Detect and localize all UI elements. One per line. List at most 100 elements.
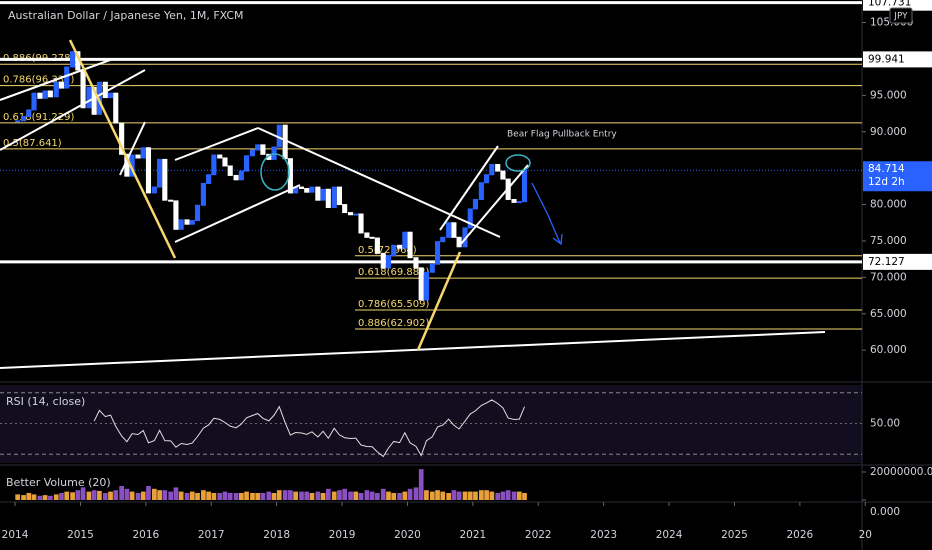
candle (369, 236, 375, 239)
support-line (0, 331, 826, 369)
volume-bar (397, 493, 402, 500)
candle (407, 231, 413, 259)
candle (255, 144, 261, 151)
candle (364, 232, 370, 238)
candle (217, 154, 223, 159)
volume-bar (353, 491, 359, 500)
candle (58, 81, 65, 89)
candle (434, 241, 441, 265)
trend-line (0, 69, 146, 151)
volume-bar (211, 493, 217, 500)
rsi-title: RSI (14, close) (6, 395, 85, 408)
candle (397, 244, 403, 249)
candle (325, 188, 331, 208)
candle (489, 164, 495, 176)
arrow (531, 182, 563, 246)
candle (145, 147, 152, 194)
volume-bar (402, 491, 408, 500)
x-tick-label: 2018 (263, 529, 290, 541)
volume-bar (288, 490, 293, 500)
volume-bar (462, 491, 468, 500)
volume-bar (119, 486, 125, 500)
volume-bar (227, 493, 233, 500)
candle (521, 169, 528, 203)
candle (451, 222, 457, 238)
volume-bar (168, 491, 174, 500)
candle (260, 144, 266, 155)
candle (380, 252, 386, 269)
volume-bar (342, 488, 348, 500)
volume-bar (304, 491, 310, 500)
volume-bar (135, 493, 141, 500)
volume-bar (113, 490, 119, 500)
volume-bar (250, 493, 255, 500)
volume-bar (86, 491, 92, 500)
fib-trend (416, 251, 462, 351)
trend-line (174, 127, 259, 161)
volume-bar (484, 490, 489, 500)
volume-bar (31, 494, 37, 500)
volume-bar (75, 490, 81, 500)
candle (162, 158, 168, 201)
volume-bar (140, 491, 146, 500)
candle (347, 212, 354, 216)
volume-bar (157, 490, 162, 500)
volume-bar (162, 490, 168, 500)
volume-bar (495, 493, 501, 500)
volume-bar (407, 488, 413, 500)
volume-bar (473, 491, 478, 500)
candle (168, 199, 174, 202)
volume-bar (309, 493, 315, 500)
volume-bar (479, 490, 484, 500)
x-tick-label: 2022 (525, 529, 552, 541)
fib-label: 0.886(62.902) (358, 318, 430, 329)
volume-bar (189, 491, 195, 500)
volume-bar (26, 493, 32, 500)
volume-bar (178, 491, 184, 500)
candle (20, 115, 27, 122)
volume-bar (15, 494, 21, 500)
x-tick-label: 2023 (590, 529, 617, 541)
candle (140, 147, 146, 159)
fib-label: 0.5(87.641) (3, 138, 62, 149)
price-label: 72.127 (868, 256, 905, 268)
candle (374, 237, 380, 254)
volume-bar (222, 491, 228, 500)
x-tick-label: 2020 (394, 529, 421, 541)
volume-bar (37, 495, 43, 500)
candle (200, 182, 206, 206)
volume-bar (380, 488, 386, 500)
x-tick-label: 2014 (2, 529, 29, 541)
candle (42, 90, 48, 99)
candle (102, 81, 108, 99)
fib-trend (68, 39, 177, 259)
candle (298, 186, 305, 190)
volume-bar (511, 491, 517, 500)
volume-bar (358, 493, 364, 500)
volume-bar (255, 493, 261, 500)
volume-tick-label: 0.000 (870, 506, 900, 518)
candle (456, 236, 462, 248)
y-tick-label: 95.000 (870, 89, 907, 101)
candle (238, 170, 244, 181)
volume-bar (42, 495, 48, 500)
volume-bar (456, 491, 462, 500)
candle (157, 158, 163, 188)
candle (315, 186, 321, 201)
volume-bar (124, 488, 130, 500)
candle (413, 257, 419, 269)
x-tick-label: 2017 (198, 529, 225, 541)
volume-bar (500, 491, 506, 500)
candle (86, 86, 92, 109)
volume-bar (91, 490, 97, 500)
volume-bar (129, 491, 135, 500)
volume-bar (244, 491, 249, 500)
volume-bar (489, 491, 495, 500)
candle (244, 155, 250, 172)
candle (418, 267, 424, 301)
trend-line (119, 121, 146, 176)
candle (206, 174, 212, 184)
trend-line (0, 59, 111, 101)
last-price: 84.714 (868, 163, 905, 175)
